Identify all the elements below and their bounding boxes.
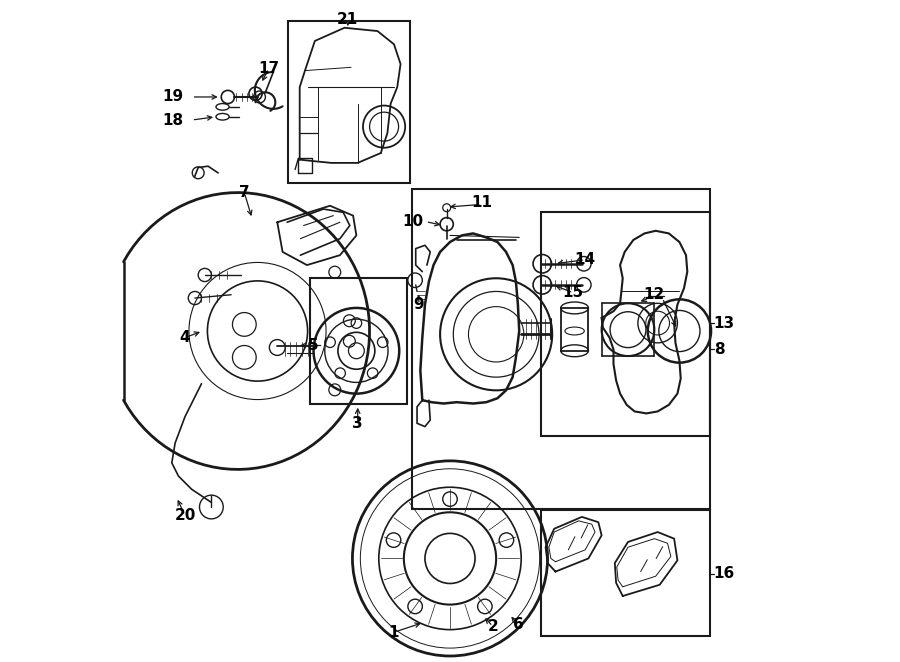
Bar <box>289 21 410 183</box>
Text: 14: 14 <box>574 252 596 267</box>
Text: 8: 8 <box>714 342 724 357</box>
Text: 21: 21 <box>338 13 358 27</box>
Text: 17: 17 <box>258 61 279 76</box>
Text: 3: 3 <box>353 416 363 431</box>
Text: 6: 6 <box>512 617 523 632</box>
Bar <box>541 510 710 636</box>
Text: 7: 7 <box>239 185 249 200</box>
Text: 11: 11 <box>471 195 492 210</box>
Bar <box>412 189 710 509</box>
Text: 15: 15 <box>562 285 584 301</box>
Text: 4: 4 <box>180 330 190 345</box>
Text: 20: 20 <box>175 508 195 523</box>
Text: 19: 19 <box>162 89 183 105</box>
Text: 12: 12 <box>644 287 665 303</box>
Bar <box>541 213 710 436</box>
Text: 5: 5 <box>308 338 319 353</box>
Text: 18: 18 <box>162 113 183 128</box>
Text: 10: 10 <box>402 214 424 229</box>
Text: 1: 1 <box>389 625 400 639</box>
Text: 13: 13 <box>714 316 734 330</box>
Bar <box>310 278 407 404</box>
Text: 2: 2 <box>488 619 499 634</box>
Text: 16: 16 <box>714 566 735 581</box>
Text: 9: 9 <box>414 297 424 312</box>
